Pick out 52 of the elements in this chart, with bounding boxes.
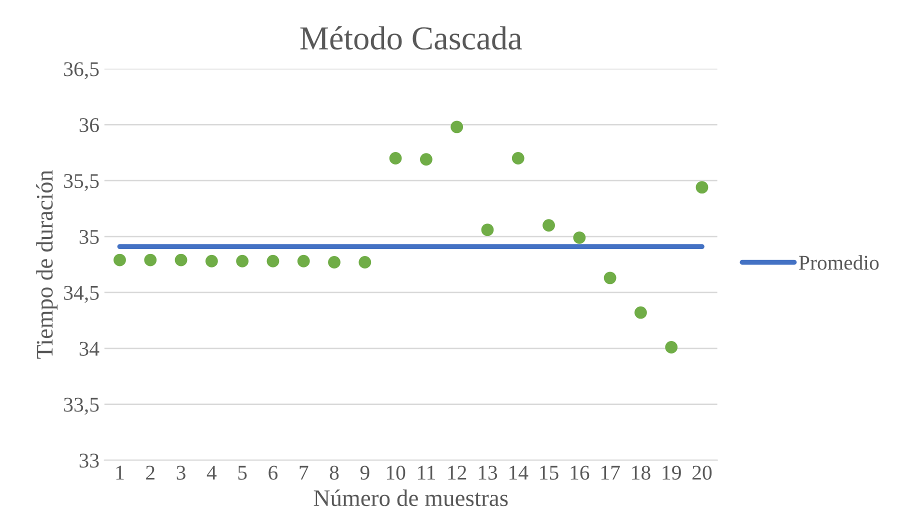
point (512, 152, 524, 164)
x-tick-label: 7 (300, 466, 308, 480)
x-tick-label: 19 (662, 466, 681, 480)
point (634, 306, 647, 319)
x-tick-label: 10 (386, 466, 406, 480)
x-tick-label: 12 (448, 466, 466, 480)
x-tick-label: 13 (478, 466, 498, 480)
y-tick-label: 33 (80, 454, 99, 468)
x-tick-label: 17 (601, 466, 620, 480)
point (450, 120, 464, 134)
y-tick-label: 36,5 (64, 62, 99, 80)
point (144, 254, 157, 266)
x-tick-label: 1 (116, 466, 124, 480)
point (236, 254, 249, 268)
point (481, 224, 494, 236)
point (328, 256, 340, 268)
x-tick-label: 15 (540, 466, 558, 480)
x-tick-label: 6 (268, 466, 278, 480)
y-axis-title: Tiempo de duración (36, 170, 58, 359)
x-tick-label: 14 (510, 466, 528, 480)
x-tick-label: 2 (146, 466, 154, 480)
y-tick-label: 34 (80, 342, 100, 356)
point (358, 256, 372, 268)
x-axis-title: Número de muestras (314, 490, 508, 506)
x-tick-label: 9 (360, 466, 370, 480)
x-tick-label: 8 (330, 466, 339, 480)
point (696, 181, 708, 194)
y-tick-label: 35,5 (64, 174, 99, 192)
point (205, 254, 218, 268)
point (604, 272, 616, 284)
x-tick-label: 20 (692, 466, 712, 480)
point (542, 219, 555, 232)
y-tick-label: 36 (80, 118, 99, 132)
y-tick-label: 35 (80, 230, 99, 244)
y-tick-label: 34,5 (64, 286, 99, 303)
point (266, 254, 280, 268)
x-tick-label: 3 (176, 466, 186, 480)
point (573, 231, 586, 244)
point (114, 254, 126, 266)
point (665, 341, 678, 354)
x-tick-label: 11 (418, 466, 435, 480)
point (389, 152, 402, 164)
y-tick-label: 33,5 (64, 398, 99, 415)
x-tick-label: 16 (570, 466, 590, 480)
chart-title: Método Cascada (300, 26, 522, 50)
x-tick-label: 18 (632, 466, 650, 480)
x-tick-label: 4 (206, 466, 217, 480)
x-tick-label: 5 (238, 466, 247, 480)
legend-label: Promedio (799, 255, 879, 270)
point (420, 153, 432, 166)
point (174, 254, 188, 266)
point (297, 254, 310, 268)
